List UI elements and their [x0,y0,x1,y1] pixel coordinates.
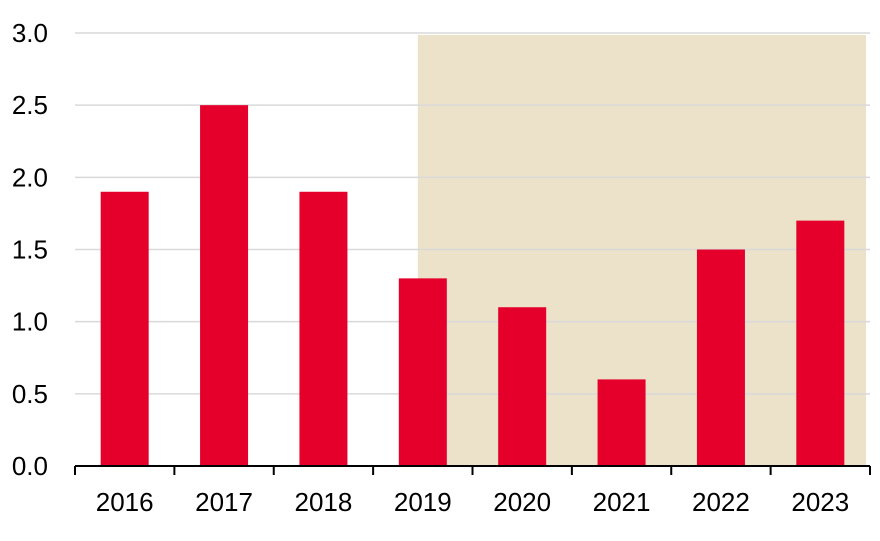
y-tick-label: 2.0 [12,162,48,192]
bar-2023 [796,220,845,466]
bar-2017 [200,105,249,467]
y-tick-label: 1.0 [12,307,48,337]
x-tick-label: 2018 [295,487,353,517]
x-tick-label: 2020 [493,487,551,517]
y-tick-labels: 0.0 0.5 1.0 1.5 2.0 2.5 3.0 [12,18,48,481]
y-tick-label: 3.0 [12,18,48,48]
x-tick-labels: 2016 2017 2018 2019 2020 2021 2022 2023 [96,487,849,517]
x-tick-label: 2017 [195,487,253,517]
bar-2020 [498,307,547,466]
x-tick-label: 2021 [593,487,651,517]
y-tick-label: 2.5 [12,90,48,120]
bars [100,105,845,467]
bar-2021 [597,379,646,466]
x-tick-label: 2016 [96,487,154,517]
bar-2016 [100,191,149,466]
y-tick-label: 0.0 [12,451,48,481]
bar-2022 [696,249,745,466]
bar-2018 [299,191,348,466]
y-tick-label: 0.5 [12,379,48,409]
x-tick-label: 2023 [791,487,849,517]
axes [74,465,871,475]
bar-2019 [398,278,447,466]
y-tick-label: 1.5 [12,235,48,265]
x-tick-label: 2022 [692,487,750,517]
x-tick-label: 2019 [394,487,452,517]
